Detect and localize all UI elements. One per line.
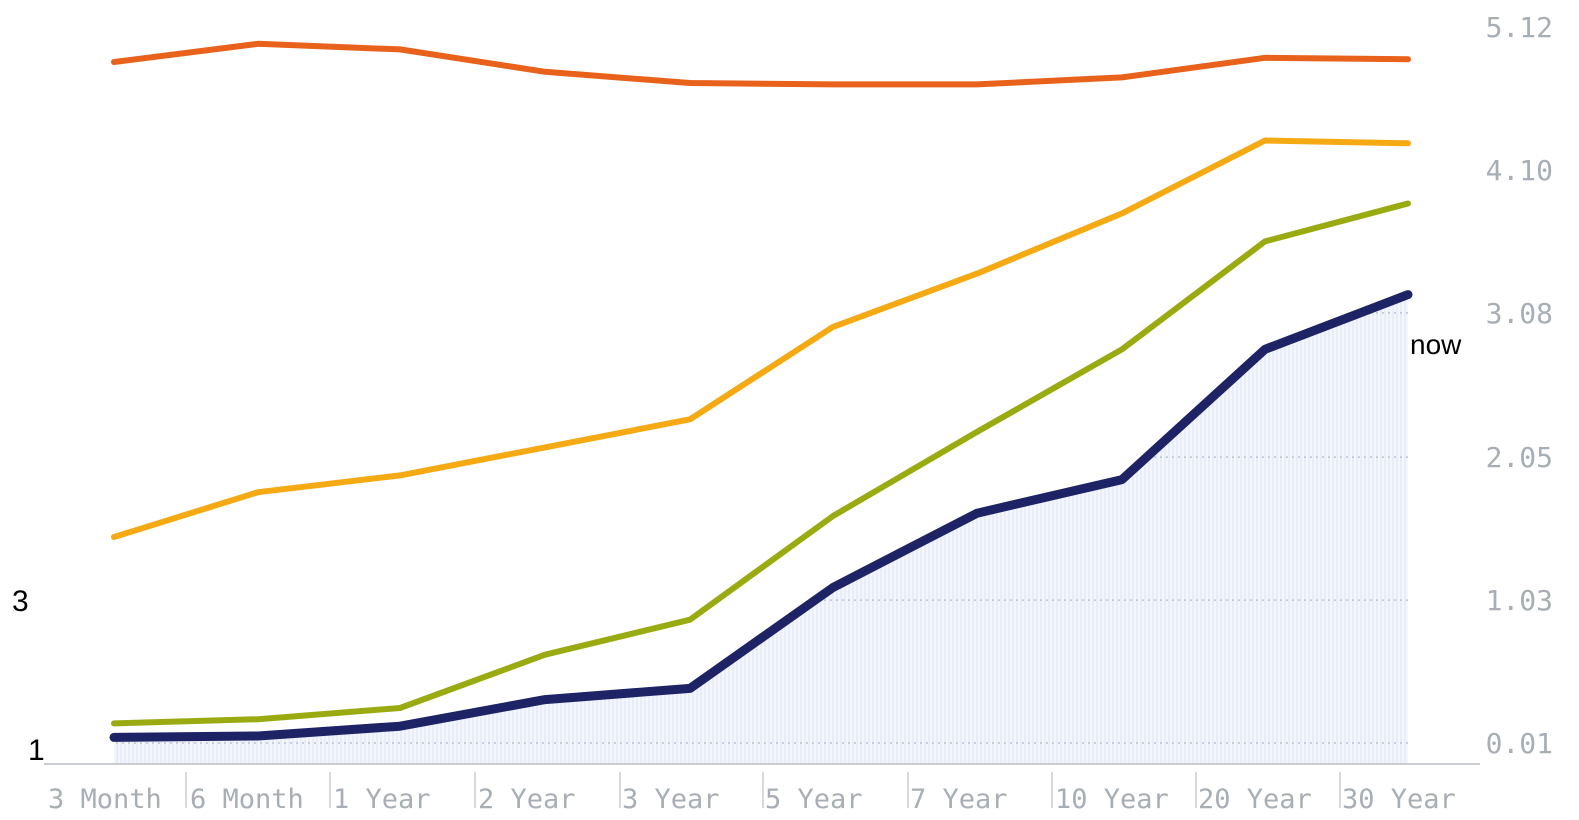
y-tick-label: 4.10 [1486, 154, 1553, 187]
axis-layer: 3 Month 6 Month 1 Year 2 Year 3 Year 5 Year 7 … [44, 11, 1553, 815]
annotation-label: 1 [28, 734, 45, 767]
series-line-2 [111, 137, 1411, 540]
series-line-1 [111, 40, 1411, 88]
x-tick-label: 30 Year [1342, 784, 1456, 815]
x-tick-label: 6 Month [190, 784, 304, 815]
shaded-area [114, 294, 1408, 764]
x-tick-label: 7 Year [910, 784, 1008, 815]
y-tick-label: 1.03 [1486, 584, 1553, 617]
series-layer [109, 40, 1413, 742]
series-line-4 [109, 290, 1413, 742]
label-layer: now 3 1 [12, 329, 1462, 767]
x-tick-label: 3 Month [48, 784, 162, 815]
x-tick-label: 2 Year [478, 784, 576, 815]
y-tick-label: 0.01 [1486, 727, 1553, 760]
x-tick-label: 10 Year [1055, 784, 1169, 815]
y-tick-label: 2.05 [1486, 441, 1553, 474]
annotation-label: 3 [12, 585, 29, 618]
area-layer [114, 294, 1408, 764]
y-tick-label: 5.12 [1486, 11, 1553, 44]
y-tick-label: 3.08 [1486, 297, 1553, 330]
x-tick-label: 20 Year [1198, 784, 1312, 815]
series-line-3 [111, 200, 1411, 727]
annotation-label: now [1410, 329, 1462, 360]
x-tick-label: 5 Year [765, 784, 863, 815]
x-tick-label: 1 Year [333, 784, 431, 815]
x-tick-label: 3 Year [622, 784, 720, 815]
